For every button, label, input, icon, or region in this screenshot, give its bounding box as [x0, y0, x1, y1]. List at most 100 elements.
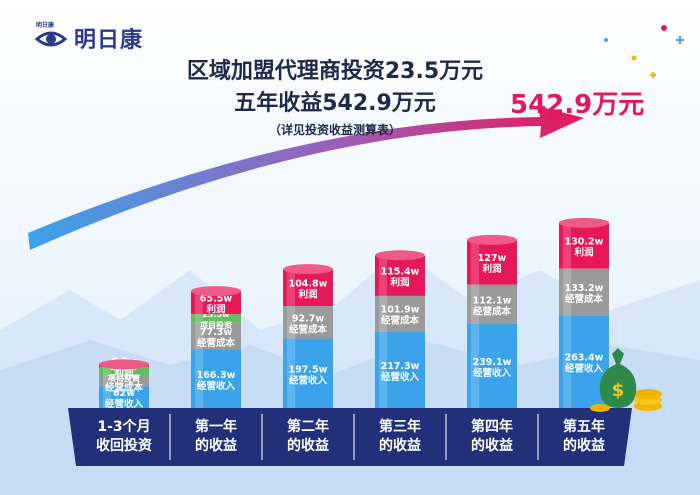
category-label-line: 1-3个月 [97, 419, 151, 435]
total-profit-label: 542.9万元 [510, 90, 645, 120]
cost-label-value: 77.3w [200, 327, 232, 338]
bar-top-cap [191, 286, 241, 297]
category-label: 第二年 的收益 [265, 408, 351, 466]
cost-label-value: 92.7w [292, 313, 324, 324]
bar-top-cap [99, 359, 149, 370]
category-label: 第三年 的收益 [357, 408, 443, 466]
bar-shine [379, 295, 387, 332]
revenue-label-name: 经营收入 [105, 398, 144, 410]
investment-label-name: 项目投资 [108, 373, 140, 383]
cost-label-name: 经营成本 [105, 382, 144, 394]
bar-shine [563, 315, 571, 408]
bar-shine [379, 255, 387, 296]
profit-segment [467, 239, 517, 285]
profit-label-name: 利润 [389, 277, 409, 289]
category-label-line: 第四年 [471, 419, 513, 435]
revenue-label-name: 经营收入 [473, 367, 512, 379]
revenue-label-value: 263.4w [565, 353, 604, 364]
cost-segment [99, 375, 149, 387]
investment-label-name: 项目投资 [200, 320, 232, 330]
bar-top-cap [375, 250, 425, 261]
profit-segment [559, 222, 609, 269]
plus-icon [650, 72, 656, 78]
bar-shine [563, 268, 571, 316]
cost-label-name: 经营成本 [381, 315, 420, 327]
bar-shine [563, 222, 571, 269]
revenue-label-value: 197.5w [289, 364, 328, 375]
profit-label-name: 利润 [205, 304, 225, 316]
headline-income: 五年收益542.9万元 [234, 91, 436, 116]
bar-shine [103, 375, 111, 387]
revenue-label-value: 166.3w [197, 370, 236, 381]
bar-top-cap [467, 234, 517, 245]
bar-top-cap [559, 217, 609, 228]
revenue-segment [375, 331, 425, 408]
revenue-segment [467, 323, 517, 408]
profit-segment [191, 291, 241, 315]
category-label: 第五年 的收益 [541, 408, 627, 466]
revenue-label-name: 经营收入 [197, 380, 236, 392]
profit-segment [283, 269, 333, 306]
investment-segment [191, 314, 241, 323]
cost-label-name: 经营成本 [289, 323, 328, 335]
bar-shine [195, 349, 203, 408]
bar-shine [195, 314, 203, 323]
category-label-line: 的收益 [379, 438, 421, 454]
profit-label-value: 65.5w [200, 294, 232, 305]
bar-shine [195, 291, 203, 315]
profit-label-value: 127w [478, 253, 507, 264]
eye-logo-icon: 明日康 [34, 22, 68, 53]
headline-block: 区域加盟代理商投资23.5万元 五年收益542.9万元 （详见投资收益测算表） [150, 56, 520, 140]
revenue-label-name: 经营收入 [289, 374, 328, 386]
profit-label-name: 利润 [573, 247, 593, 259]
category-label-line: 的收益 [563, 438, 605, 454]
sparkle-icon [604, 25, 667, 61]
category-label-line: 第一年 [195, 419, 237, 435]
brand-name: 明日康 [74, 28, 144, 53]
bar-shine [287, 269, 295, 306]
category-label-line: 的收益 [471, 438, 513, 454]
investment-label-value: 23.5w [202, 310, 230, 319]
plus-icon [676, 36, 684, 44]
category-label: 第一年 的收益 [173, 408, 259, 466]
bar-shine [379, 331, 387, 408]
category-label-line: 的收益 [195, 438, 237, 454]
bar-shine [103, 366, 111, 376]
cost-segment [467, 284, 517, 324]
cost-segment [283, 305, 333, 339]
profit-label-value: 104.8w [289, 279, 328, 290]
revenue-label-name: 经营收入 [381, 371, 420, 383]
category-label-line: 第三年 [379, 419, 421, 435]
category-label-line: 第五年 [563, 419, 605, 435]
profit-label-name: 利润 [113, 367, 133, 379]
profit-label-value: 130.2w [565, 237, 604, 248]
revenue-label-value: 62w [113, 388, 135, 399]
money-bag-icon: $ [590, 348, 662, 412]
investment-segment [99, 366, 149, 376]
svg-text:$: $ [612, 380, 625, 401]
bar-shine [287, 305, 295, 339]
profit-label-value: 115.4w [381, 267, 420, 278]
cost-segment [559, 268, 609, 316]
footer-band [68, 408, 632, 466]
growth-arrow-body [28, 106, 584, 250]
revenue-label-value: 239.1w [473, 357, 512, 368]
profit-segment [375, 255, 425, 296]
brand-logo: 明日康 明日康 [34, 22, 143, 54]
profit-label-name: 利润 [297, 289, 317, 301]
bar-shine [471, 239, 479, 285]
logo-small-text: 明日康 [36, 22, 55, 29]
revenue-segment [99, 386, 149, 408]
cost-label-name: 经营成本 [565, 293, 604, 305]
profit-label-name: 利润 [481, 263, 501, 275]
headline-investment: 区域加盟代理商投资23.5万元 [186, 59, 484, 84]
cost-label-value: 31.6w [108, 372, 140, 383]
bar-top-cap [283, 264, 333, 275]
